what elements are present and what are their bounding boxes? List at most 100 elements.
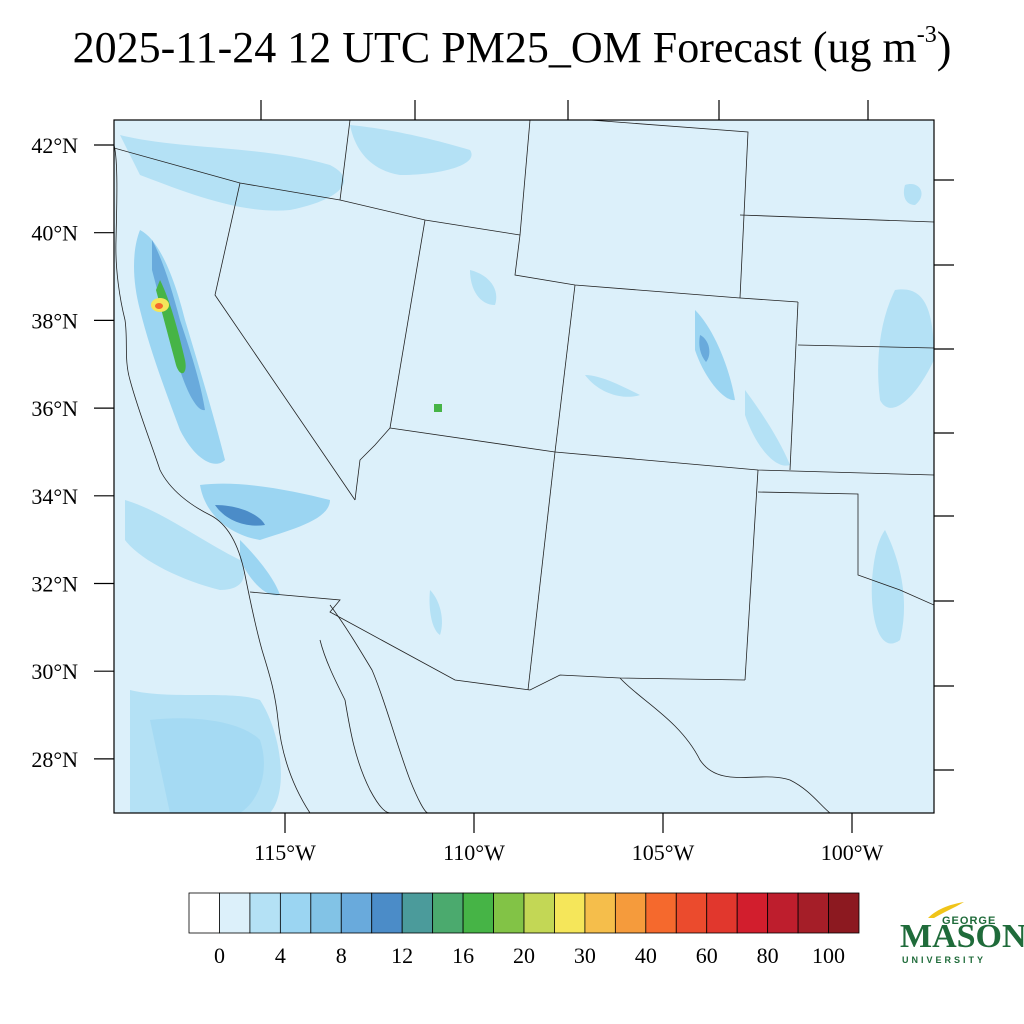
nv-az-border (354, 427, 391, 501)
colorbar-label: 40 (635, 943, 657, 968)
texas-plume (871, 530, 905, 644)
lat-label: 40°N (31, 221, 78, 246)
az-nm-border (527, 451, 556, 691)
la-basin-core (215, 505, 265, 526)
colorbar-label: 8 (336, 943, 347, 968)
colorbar-swatch (767, 892, 799, 934)
map-frame (113, 119, 935, 814)
latitude-ticks: 42°N 40°N 38°N 36°N 34°N 32°N 30°N 28°N (31, 133, 114, 772)
colorbar-swatch (584, 892, 616, 934)
sonora-coast (329, 604, 429, 813)
colorbar-swatch (249, 892, 281, 934)
logo-main-text: MASON (900, 918, 1024, 955)
baja-east-coast (319, 639, 391, 813)
colorbar-swatch (675, 892, 708, 934)
colorbar-label: 80 (757, 943, 779, 968)
colorbar-swatch (371, 892, 403, 934)
top-ticks (260, 100, 869, 120)
northern-plume (120, 135, 345, 211)
right-ticks (934, 179, 954, 771)
colorbar-boxes (188, 892, 860, 934)
la-basin-plume (200, 483, 330, 540)
rio-grande (619, 677, 831, 813)
socal-offshore-plume (125, 500, 244, 590)
offshore-plume-inner (150, 718, 264, 813)
arizona-plume (585, 375, 640, 397)
colorbar-label: 30 (574, 943, 596, 968)
colorbar-label: 60 (696, 943, 718, 968)
lon-label: 115°W (254, 840, 316, 865)
utah-hotspot (434, 404, 442, 412)
colorbar-swatch (188, 892, 220, 934)
colorado-plume (695, 310, 735, 401)
lat-label: 32°N (31, 572, 78, 597)
nv-ut-border (389, 219, 426, 429)
colorbar-label: 0 (214, 943, 225, 968)
longitude-ticks: 115°W 110°W 105°W 100°W (254, 813, 884, 865)
colorbar-label: 12 (391, 943, 413, 968)
new-mexico-plume (745, 390, 790, 466)
utah-plume (470, 270, 497, 305)
id-border (339, 120, 351, 201)
ca-nv-border (214, 182, 356, 501)
inland-empire-plume (240, 540, 280, 596)
idaho-plume (350, 125, 472, 175)
colorbar-swatch (797, 892, 829, 934)
mt-wy (589, 120, 749, 299)
nm-plume (429, 590, 442, 635)
lat-label: 30°N (31, 659, 78, 684)
title-close: ) (936, 23, 952, 72)
colorbar-swatch (493, 892, 525, 934)
colorbar-swatch (401, 892, 434, 934)
wy-north (519, 120, 531, 236)
boundaries (114, 120, 934, 813)
map-title: 2025-11-24 12 UTC PM25_OM Forecast (ug m… (0, 22, 1024, 73)
gmu-logo: GEORGE MASON UNIVERSITY (896, 900, 1024, 970)
title-text: 2025-11-24 12 UTC PM25_OM Forecast (ug m (72, 23, 917, 72)
colorbar-label: 100 (812, 943, 845, 968)
kansas-plume (878, 289, 934, 408)
colorbar-label: 16 (452, 943, 474, 968)
logo-swoosh-icon (928, 902, 964, 918)
colorbar-swatch (706, 892, 738, 934)
colorbar-swatch (828, 892, 860, 934)
colorbar-label: 4 (275, 943, 286, 968)
colorbar-swatch (614, 892, 647, 934)
sacramento-hotspot-core (155, 303, 163, 309)
tx-ok-border (757, 491, 934, 606)
colorbar-swatch (462, 892, 494, 934)
lon-label: 100°W (821, 840, 884, 865)
colorbar-swatch (645, 892, 677, 934)
az-mexico (249, 591, 746, 691)
nm-tx-border (744, 469, 759, 681)
pm25-concentration-field (120, 125, 934, 813)
lon-label: 110°W (443, 840, 505, 865)
california-plume-mid (152, 240, 205, 411)
colorbar-labels: 0 4 8 12 16 20 30 40 60 80 100 (214, 943, 845, 968)
colorbar-swatch (736, 892, 769, 934)
map-background (114, 120, 934, 813)
colorbar-label: 20 (513, 943, 535, 968)
colorbar-swatch (219, 892, 251, 934)
title-superscript: -3 (916, 22, 937, 49)
wyoming-spot (903, 184, 922, 205)
colorbar-swatch (523, 892, 555, 934)
lon-label: 105°W (632, 840, 695, 865)
logo-top-text: GEORGE (942, 915, 997, 927)
colorado-plume-core (699, 335, 710, 362)
colorbar-swatch (432, 892, 464, 934)
ne-sd (739, 214, 934, 223)
coastline (114, 144, 311, 813)
co-east (789, 301, 799, 471)
lat-label: 34°N (31, 484, 78, 509)
lat-label: 36°N (31, 396, 78, 421)
lat-label: 42°N (31, 133, 78, 158)
colorbar-swatch (310, 892, 342, 934)
lat-label: 28°N (31, 747, 78, 772)
lat-label: 38°N (31, 308, 78, 333)
colorbar-swatch (554, 892, 586, 934)
az-ut-border (389, 427, 934, 476)
colorbar-swatch (279, 892, 312, 934)
colorbar-swatch (340, 892, 373, 934)
